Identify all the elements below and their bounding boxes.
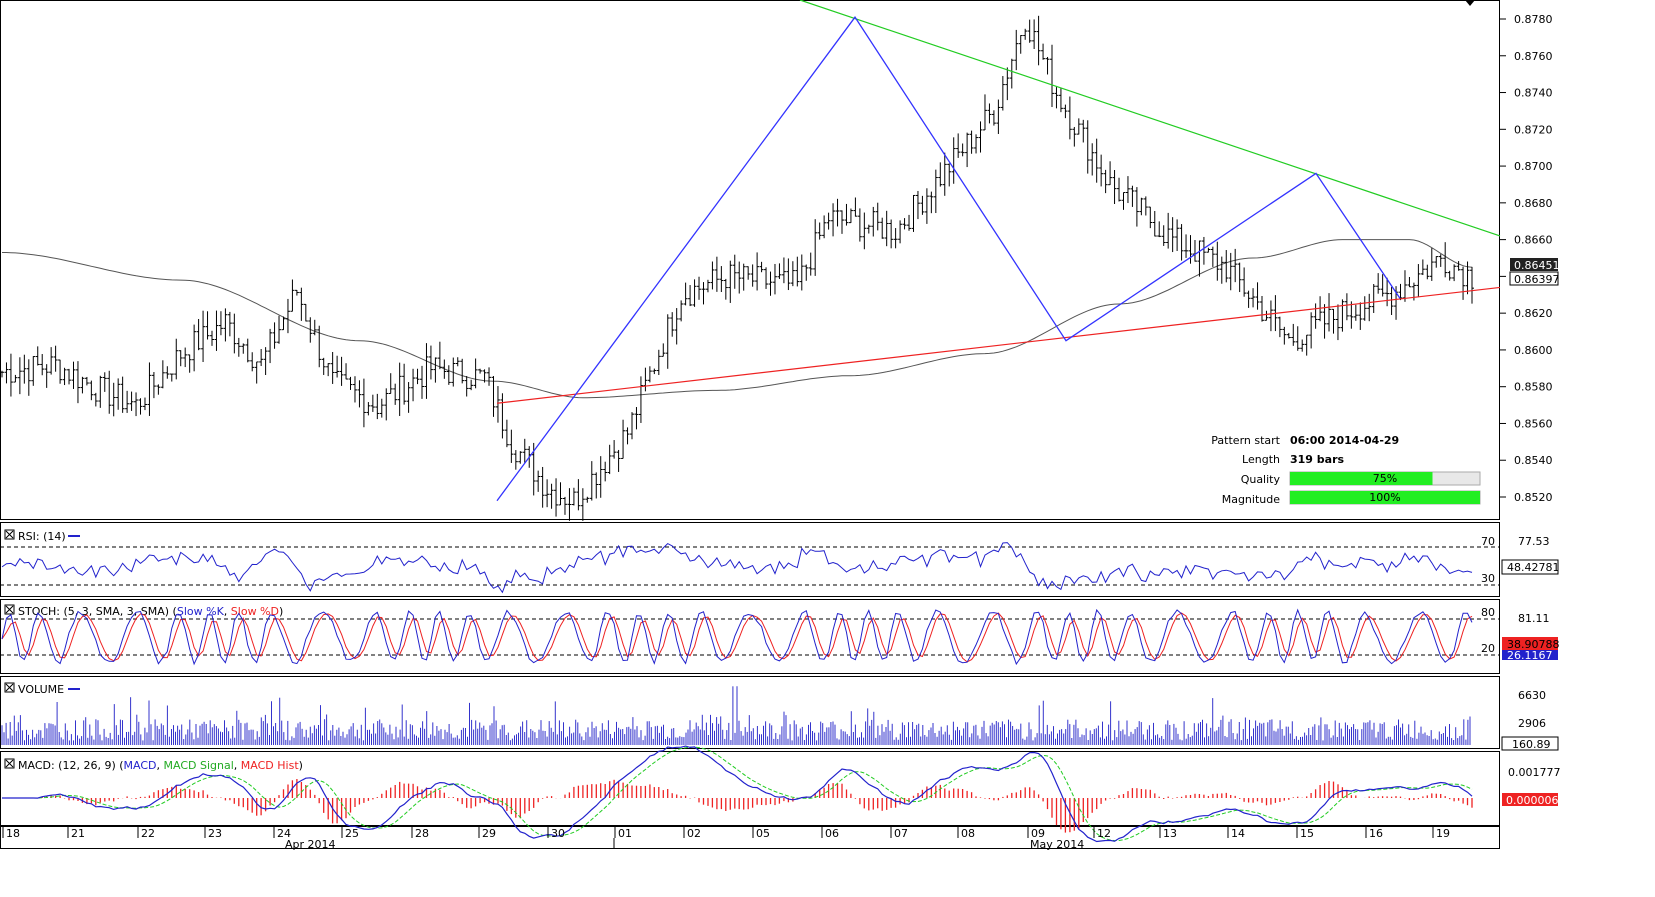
day-label: 19: [1436, 827, 1450, 840]
magnitude-bar-fill: [1290, 491, 1480, 504]
magnitude-value: 100%: [1369, 491, 1400, 504]
stoch-slow-k-line: [1, 608, 1473, 666]
resistance-trendline: [799, 0, 1501, 237]
day-label: 29: [482, 827, 496, 840]
day-label: 08: [961, 827, 975, 840]
price-tick-label: 0.8760: [1514, 50, 1553, 63]
price-tick-label: 0.8520: [1514, 491, 1553, 504]
macd-current-tag: [1502, 793, 1558, 806]
day-label: 21: [71, 827, 85, 840]
day-label: 06: [825, 827, 839, 840]
macd-current-value: 0.0000068: [1506, 794, 1566, 807]
stoch-title: STOCH: (5, 3, SMA, 3, SMA) (Slow %K, Slo…: [18, 605, 283, 618]
day-label: 14: [1231, 827, 1245, 840]
current-price-dark: 0.86451: [1514, 259, 1560, 272]
price-panel: 0.8780 0.8760 0.8740 0.8720 0.8700 0.8680 0.86…: [0, 0, 1560, 521]
rsi-current-tag: [1501, 559, 1559, 575]
rsi-axis-top: 77.53: [1518, 535, 1550, 548]
current-price-tag-dark: [1510, 258, 1558, 271]
pattern-start-label: Pattern start: [1211, 434, 1280, 447]
chart-frame: [0, 0, 1500, 849]
rsi-level-30-label: 30: [1481, 572, 1495, 585]
price-tick-label: 0.8740: [1514, 87, 1553, 100]
quality-label: Quality: [1241, 473, 1281, 486]
price-tick-label: 0.8700: [1514, 160, 1553, 173]
rsi-title: RSI: (14): [18, 530, 66, 543]
volume-panel: VOLUME 6630 2906 160.89: [1, 682, 1559, 751]
price-tick-label: 0.8620: [1514, 307, 1553, 320]
stoch-current-d-value: 26.1167: [1507, 649, 1553, 662]
day-label: 28: [415, 827, 429, 840]
price-tick-label: 0.8580: [1514, 381, 1553, 394]
stoch-level-80-label: 80: [1481, 606, 1495, 619]
stoch-current-d-tag: [1502, 650, 1558, 660]
rsi-current-value: 48.42781: [1507, 561, 1560, 574]
day-label: 30: [551, 827, 565, 840]
length-label: Length: [1242, 453, 1280, 466]
stoch-panel: STOCH: (5, 3, SMA, 3, SMA) (Slow %K, Slo…: [0, 604, 1560, 666]
pattern-zigzag: [496, 16, 1401, 502]
price-tick-label: 0.8780: [1514, 13, 1553, 26]
day-label: 01: [618, 827, 632, 840]
volume-title: VOLUME: [18, 683, 64, 696]
day-label: 09: [1031, 827, 1045, 840]
pattern-info-box: Pattern start 06:00 2014-04-29 Length 31…: [1211, 434, 1481, 506]
month-label: May 2014: [1030, 838, 1084, 851]
volume-bars: [1, 686, 1471, 745]
day-label: 24: [277, 827, 291, 840]
moving-average-line: [2, 239, 1473, 399]
day-label: 05: [756, 827, 770, 840]
magnitude-label: Magnitude: [1222, 493, 1281, 506]
day-label: 25: [345, 827, 359, 840]
price-tick-label: 0.8540: [1514, 454, 1553, 467]
volume-tick-mid: 2906: [1518, 717, 1546, 730]
macd-histogram: [37, 779, 1473, 833]
current-price-tags: 0.86451 0.86397: [1509, 258, 1560, 286]
quality-value: 75%: [1373, 472, 1397, 485]
day-label: 07: [894, 827, 908, 840]
price-tick-label: 0.8600: [1514, 344, 1553, 357]
macd-title: MACD: (12, 26, 9) (MACD, MACD Signal, MA…: [18, 759, 303, 772]
day-label: 12: [1097, 827, 1111, 840]
current-price-light: 0.86397: [1514, 273, 1560, 286]
macd-line: [2, 745, 1473, 843]
day-label: 18: [6, 827, 20, 840]
day-label: 13: [1163, 827, 1177, 840]
stoch-current-k-value: 38.90788: [1507, 638, 1560, 651]
day-label: 16: [1369, 827, 1383, 840]
length-value: 319 bars: [1290, 453, 1345, 466]
day-label: 22: [141, 827, 155, 840]
time-axis: 18 21 22 23 24 25 28 29 30 01 02 05 06 07 08 09 12 13 14 15…: [2, 827, 1450, 851]
month-label: Apr 2014: [285, 838, 336, 851]
stoch-axis-top: 81.11: [1518, 612, 1550, 625]
price-tick-label: 0.8560: [1514, 417, 1553, 430]
stoch-slow-d-line: [1, 612, 1473, 663]
volume-tick-top: 6630: [1518, 689, 1546, 702]
quality-bar-fill: [1290, 472, 1433, 485]
volume-current-tag: [1501, 736, 1559, 751]
macd-axis-top: 0.001777: [1508, 766, 1561, 779]
price-tick-label: 0.8660: [1514, 234, 1553, 247]
stoch-level-20-label: 20: [1481, 642, 1495, 655]
day-label: 15: [1300, 827, 1314, 840]
price-axis: 0.8780 0.8760 0.8740 0.8720 0.8700 0.8680 0.86…: [1500, 13, 1553, 504]
price-tick-label: 0.8680: [1514, 197, 1553, 210]
support-trendline: [496, 286, 1501, 404]
price-tick-label: 0.8720: [1514, 123, 1553, 136]
rsi-line: [1, 542, 1473, 594]
candlestick-series: [0, 15, 1474, 521]
rsi-level-70-label: 70: [1481, 535, 1495, 548]
current-price-tag-light: [1509, 271, 1559, 286]
rsi-panel: RSI: (14) 70 30 77.53 48.42781: [0, 529, 1560, 594]
corner-marker-icon: [1465, 0, 1475, 6]
volume-current-value: 160.89: [1512, 738, 1551, 751]
stoch-current-k-tag: [1502, 637, 1558, 650]
pattern-start-value: 06:00 2014-04-29: [1290, 434, 1399, 447]
macd-panel: MACD: (12, 26, 9) (MACD, MACD Signal, MA…: [2, 745, 1566, 843]
day-label: 02: [687, 827, 701, 840]
day-label: 23: [208, 827, 222, 840]
